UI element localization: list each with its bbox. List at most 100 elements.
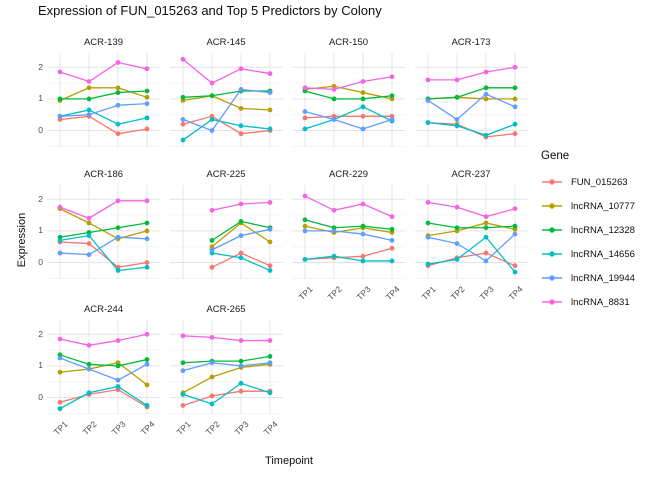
- data-point-lncRNA_12328: [454, 94, 459, 100]
- data-point-lncRNA_14656: [57, 237, 63, 243]
- facet-panel-ACR-173: [414, 53, 528, 147]
- data-point-FUN_015263: [302, 115, 308, 121]
- data-point-lncRNA_10777: [144, 382, 150, 388]
- data-point-FUN_015263: [57, 399, 63, 405]
- data-point-lncRNA_14656: [86, 107, 92, 113]
- facet-panel-ACR-186: [47, 185, 160, 279]
- data-point-lncRNA_10777: [267, 239, 272, 245]
- data-point-lncRNA_12328: [115, 225, 121, 231]
- series-line-lncRNA_14656: [182, 118, 270, 141]
- series-line-lncRNA_19944: [427, 93, 515, 121]
- data-point-lncRNA_14656: [425, 261, 430, 267]
- facet-panel-ACR-265: [169, 320, 283, 414]
- data-point-lncRNA_14656: [360, 104, 366, 110]
- data-point-FUN_015263: [360, 253, 366, 259]
- data-point-lncRNA_19944: [389, 117, 395, 122]
- data-point-lncRNA_12328: [144, 88, 150, 94]
- series-line-FUN_015263: [59, 388, 148, 408]
- data-point-lncRNA_14656: [86, 390, 92, 396]
- x-tick-label: TP1: [51, 419, 71, 438]
- data-point-lncRNA_12328: [512, 223, 517, 229]
- series-line-lncRNA_14656: [304, 106, 393, 130]
- data-point-lncRNA_19944: [512, 104, 517, 110]
- series-line-lncRNA_19944: [59, 102, 148, 117]
- data-point-lncRNA_8831: [483, 214, 488, 220]
- facet-strip-label: ACR-244: [83, 304, 124, 315]
- data-point-lncRNA_19944: [86, 112, 92, 118]
- series-line-FUN_015263: [427, 252, 515, 267]
- x-tick-label: TP4: [506, 284, 525, 303]
- data-point-lncRNA_10777: [57, 369, 63, 375]
- data-point-lncRNA_14656: [267, 268, 272, 273]
- data-point-lncRNA_8831: [238, 66, 243, 72]
- data-point-FUN_015263: [144, 260, 150, 265]
- facet-strip-label: ACR-225: [206, 169, 246, 180]
- data-point-lncRNA_8831: [115, 60, 121, 65]
- x-tick-label: TP3: [232, 419, 251, 438]
- data-point-lncRNA_8831: [425, 77, 430, 83]
- data-point-lncRNA_19944: [331, 117, 337, 122]
- x-axis-title: Timepoint: [265, 455, 313, 467]
- data-point-lncRNA_14656: [331, 253, 337, 259]
- legend-entry-label: lncRNA_10777: [571, 200, 635, 212]
- x-tick-label: TP2: [325, 284, 345, 303]
- data-point-lncRNA_8831: [512, 206, 517, 212]
- data-point-lncRNA_8831: [425, 200, 430, 205]
- data-point-lncRNA_12328: [180, 360, 185, 366]
- data-point-lncRNA_14656: [144, 264, 150, 270]
- data-point-lncRNA_10777: [302, 223, 308, 229]
- series-line-lncRNA_19944: [305, 230, 393, 242]
- series-line-lncRNA_14656: [182, 382, 270, 405]
- data-point-lncRNA_12328: [512, 85, 517, 91]
- series-line-lncRNA_10777: [182, 363, 270, 394]
- data-point-lncRNA_14656: [267, 126, 272, 132]
- data-point-lncRNA_19944: [238, 363, 243, 369]
- data-point-lncRNA_14656: [425, 120, 430, 126]
- data-point-lncRNA_12328: [360, 223, 366, 229]
- data-point-lncRNA_8831: [86, 215, 92, 221]
- data-point-lncRNA_8831: [86, 79, 92, 84]
- data-point-FUN_015263: [180, 403, 185, 408]
- x-tick-label: TP1: [419, 284, 438, 303]
- data-point-lncRNA_8831: [267, 71, 272, 76]
- data-point-lncRNA_8831: [360, 201, 366, 207]
- data-point-lncRNA_12328: [115, 90, 121, 95]
- data-point-FUN_015263: [209, 264, 214, 270]
- data-point-lncRNA_19944: [238, 233, 243, 239]
- data-point-lncRNA_12328: [389, 93, 395, 99]
- data-point-lncRNA_12328: [180, 94, 185, 100]
- data-point-lncRNA_8831: [57, 336, 63, 342]
- data-point-lncRNA_8831: [331, 207, 337, 213]
- data-point-lncRNA_19944: [302, 228, 308, 234]
- series-line-lncRNA_19944: [182, 362, 270, 372]
- data-point-lncRNA_8831: [512, 64, 517, 70]
- y-tick-label: 2: [38, 193, 43, 204]
- data-point-lncRNA_14656: [302, 126, 308, 132]
- legend-entry-lncRNA_12328: lncRNA_12328: [541, 218, 635, 242]
- series-line-lncRNA_8831: [304, 76, 393, 91]
- data-point-lncRNA_8831: [57, 204, 63, 210]
- series-line-lncRNA_8831: [59, 200, 147, 219]
- data-point-lncRNA_8831: [454, 77, 459, 83]
- data-point-lncRNA_14656: [483, 132, 488, 138]
- data-point-FUN_015263: [180, 121, 185, 127]
- data-point-lncRNA_12328: [483, 85, 488, 91]
- data-point-lncRNA_12328: [144, 357, 150, 362]
- data-point-lncRNA_19944: [454, 117, 459, 122]
- data-point-lncRNA_8831: [86, 342, 92, 348]
- data-point-lncRNA_14656: [180, 391, 185, 397]
- data-point-lncRNA_19944: [209, 360, 214, 366]
- data-point-lncRNA_14656: [238, 255, 243, 261]
- facet-panel-ACR-145: [169, 53, 283, 147]
- legend-entry-label: lncRNA_8831: [571, 296, 630, 308]
- series-line-lncRNA_12328: [59, 354, 148, 367]
- data-point-lncRNA_14656: [302, 256, 308, 262]
- data-point-lncRNA_8831: [144, 331, 150, 337]
- series-line-lncRNA_12328: [427, 222, 515, 229]
- data-point-lncRNA_8831: [302, 193, 308, 199]
- legend-entry-FUN_015263: FUN_015263: [541, 170, 635, 194]
- data-point-lncRNA_14656: [209, 117, 214, 122]
- data-point-lncRNA_12328: [331, 96, 337, 102]
- legend-entry-label: lncRNA_14656: [571, 248, 635, 260]
- x-tick-label: TP1: [174, 419, 193, 438]
